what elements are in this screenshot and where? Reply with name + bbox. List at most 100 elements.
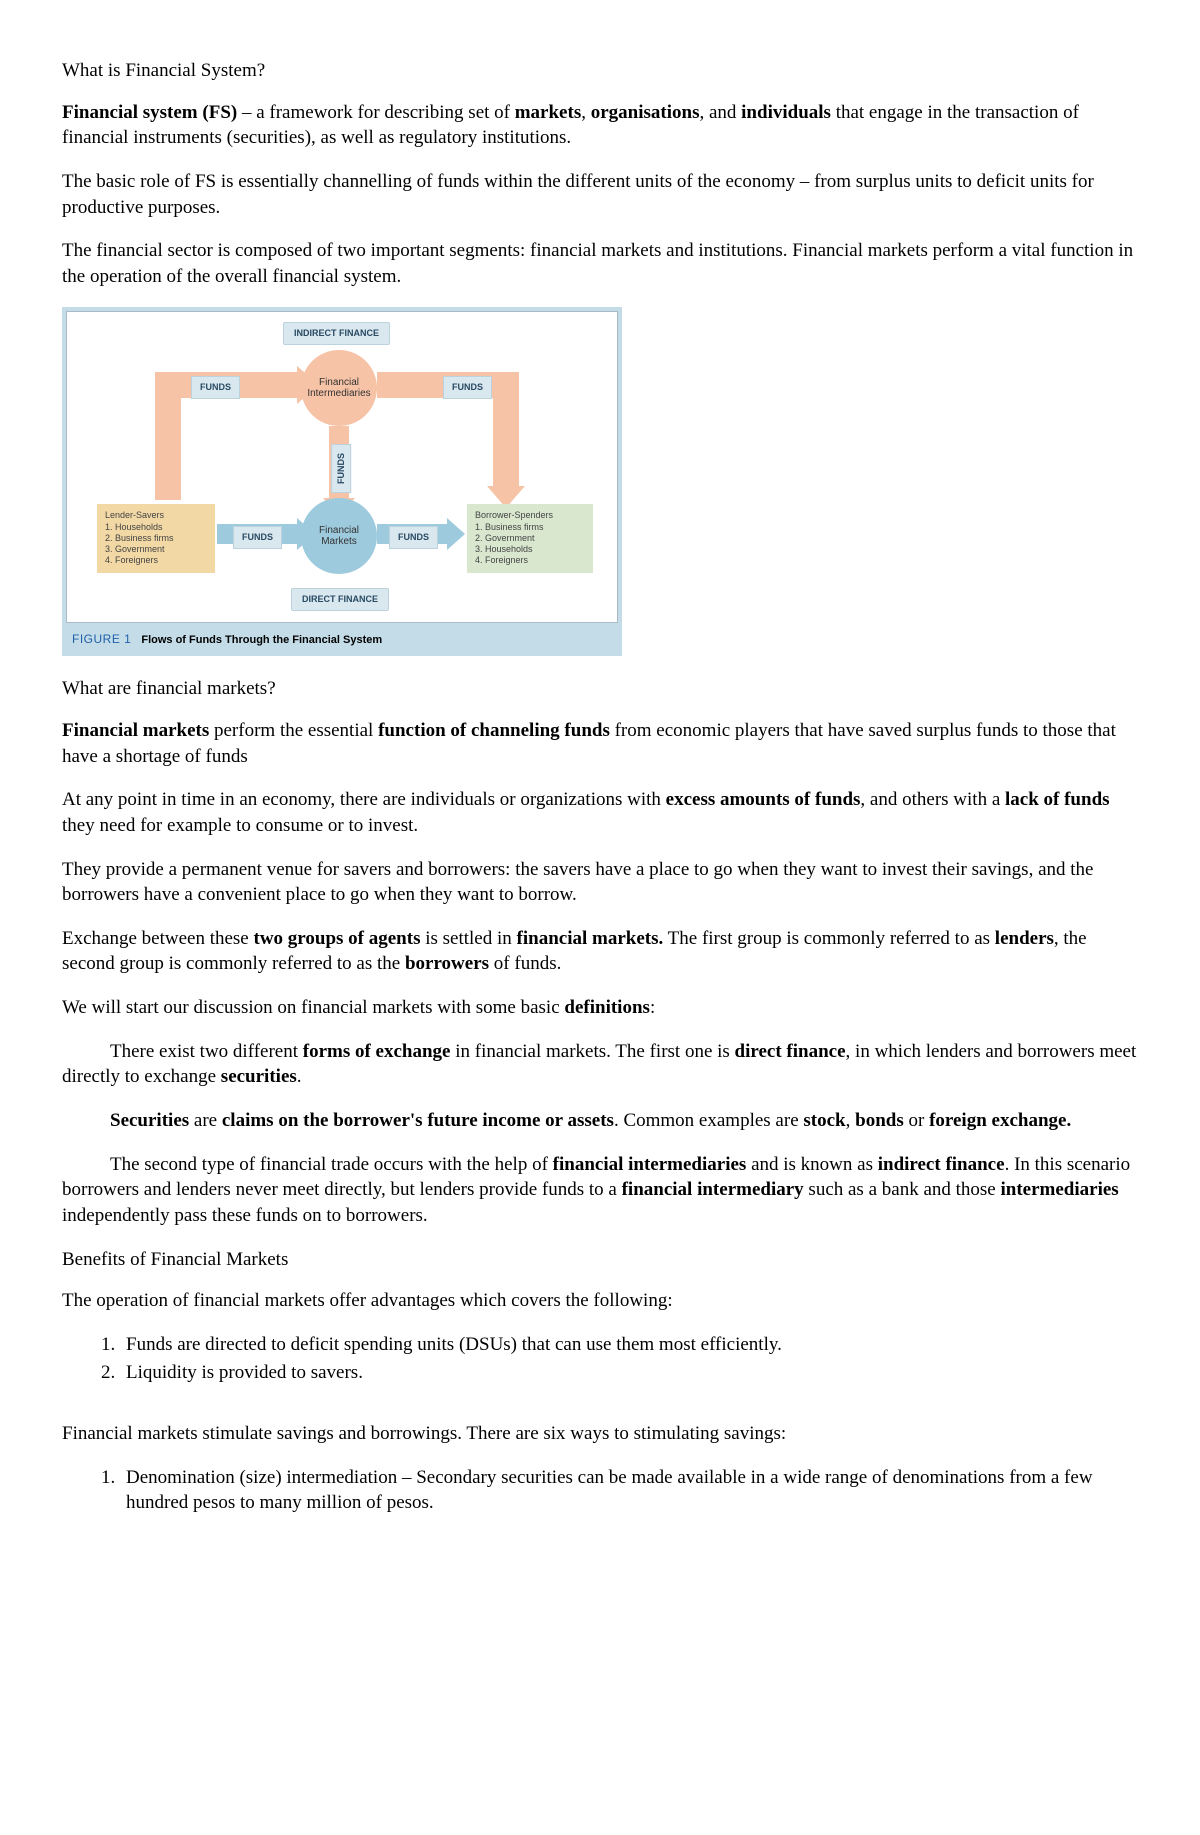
text: – a framework for describing set of [237,102,515,123]
bold: function of channeling funds [378,720,610,741]
list-stimulate-savings: Denomination (size) intermediation – Sec… [62,1465,1138,1516]
para-two-groups: Exchange between these two groups of age… [62,926,1138,977]
savers-item: 3. Government [105,544,207,555]
bold: borrowers [405,953,489,974]
list-item: Liquidity is provided to savers. [120,1360,1138,1386]
para-financial-markets-function: Financial markets perform the essential … [62,718,1138,769]
label-funds-left: FUNDS [233,526,282,548]
text: , and [699,102,741,123]
text: We will start our discussion on financia… [62,997,564,1018]
savers-item: 2. Business firms [105,533,207,544]
spenders-item: 3. Households [475,544,585,555]
spenders-title: Borrower-Spenders [475,510,585,521]
para-definitions-intro: We will start our discussion on financia… [62,995,1138,1021]
label-indirect-finance: INDIRECT FINANCE [283,322,390,344]
bold: financial intermediary [622,1179,804,1200]
label-funds-vertical: FUNDS [331,444,351,493]
bold: forms of exchange [303,1041,451,1062]
text: of funds. [489,953,561,974]
bold: securities [221,1066,297,1087]
bold: financial markets. [517,928,664,949]
para-basic-role: The basic role of FS is essentially chan… [62,169,1138,220]
bold: lack of funds [1005,789,1110,810]
bold: excess amounts of funds [666,789,861,810]
para-sector-segments: The financial sector is composed of two … [62,238,1138,289]
text: The second type of financial trade occur… [110,1154,553,1175]
para-securities: Securities are claims on the borrower's … [62,1108,1138,1134]
bold: foreign exchange. [929,1110,1071,1131]
bold: bonds [855,1110,904,1131]
bold-markets: markets [515,102,581,123]
para-advantages-intro: The operation of financial markets offer… [62,1288,1138,1314]
para-direct-finance: There exist two different forms of excha… [62,1039,1138,1090]
heading-what-is-fs: What is Financial System? [62,58,1138,84]
text: The first group is commonly referred to … [663,928,995,949]
text: they need for example to consume or to i… [62,815,418,836]
text: are [189,1110,222,1131]
text: At any point in time in an economy, ther… [62,789,666,810]
spenders-item: 4. Foreigners [475,555,585,566]
text: is settled in [420,928,516,949]
list-item: Funds are directed to deficit spending u… [120,1332,1138,1358]
text: or [904,1110,929,1131]
text: and is known as [746,1154,877,1175]
para-stimulate-savings: Financial markets stimulate savings and … [62,1421,1138,1447]
text: : [650,997,655,1018]
list-item: Denomination (size) intermediation – Sec… [120,1465,1138,1516]
heading-benefits: Benefits of Financial Markets [62,1247,1138,1273]
label-funds-top-left: FUNDS [191,376,240,398]
label-funds-right: FUNDS [389,526,438,548]
node-markets-label: FinancialMarkets [319,525,359,547]
text: such as a bank and those [804,1179,1001,1200]
text: perform the essential [209,720,378,741]
figure-canvas: INDIRECT FINANCE FUNDS FUNDS FinancialIn… [66,311,618,623]
bold: Financial markets [62,720,209,741]
bold-orgs: organisations [591,102,700,123]
text: , [846,1110,856,1131]
text: in financial markets. The first one is [451,1041,735,1062]
node-intermediaries: FinancialIntermediaries [301,350,377,426]
node-markets: FinancialMarkets [301,498,377,574]
arrow-inter-down [493,372,519,486]
box-borrower-spenders: Borrower-Spenders 1. Business firms 2. G… [467,504,593,572]
label-funds-top-right: FUNDS [443,376,492,398]
list-advantages: Funds are directed to deficit spending u… [62,1332,1138,1385]
node-intermediaries-label: FinancialIntermediaries [307,377,370,399]
bold: stock [803,1110,845,1131]
bold-fs: Financial system (FS) [62,102,237,123]
figure-flows-of-funds: INDIRECT FINANCE FUNDS FUNDS FinancialIn… [62,307,622,656]
bold-individuals: individuals [741,102,831,123]
text: Exchange between these [62,928,254,949]
savers-item: 4. Foreigners [105,555,207,566]
text: independently pass these funds on to bor… [62,1205,428,1226]
bold: financial intermediaries [553,1154,747,1175]
bold: definitions [564,997,650,1018]
bold: two groups of agents [254,928,421,949]
bold: lenders [995,928,1054,949]
savers-title: Lender-Savers [105,510,207,521]
text: . [297,1066,302,1087]
text: , and others with a [860,789,1005,810]
text: , [581,102,591,123]
para-indirect-finance: The second type of financial trade occur… [62,1152,1138,1229]
text: . Common examples are [614,1110,803,1131]
bold: direct finance [735,1041,846,1062]
figure-number: FIGURE 1 [72,632,131,646]
bold: indirect finance [878,1154,1005,1175]
box-lender-savers: Lender-Savers 1. Households 2. Business … [97,504,215,572]
bold: claims on the borrower's future income o… [222,1110,614,1131]
figure-caption: FIGURE 1 Flows of Funds Through the Finan… [66,623,618,650]
bold: intermediaries [1000,1179,1118,1200]
savers-item: 1. Households [105,522,207,533]
para-fs-definition: Financial system (FS) – a framework for … [62,100,1138,151]
arrowhead-markets-to-spenders [447,518,465,550]
heading-what-are-financial-markets: What are financial markets? [62,676,1138,702]
spenders-item: 1. Business firms [475,522,585,533]
para-permanent-venue: They provide a permanent venue for saver… [62,857,1138,908]
para-excess-lack-funds: At any point in time in an economy, ther… [62,787,1138,838]
label-direct-finance: DIRECT FINANCE [291,588,389,610]
bold: Securities [110,1110,189,1131]
figure-caption-text: Flows of Funds Through the Financial Sys… [141,634,382,646]
spenders-item: 2. Government [475,533,585,544]
text: There exist two different [110,1041,303,1062]
